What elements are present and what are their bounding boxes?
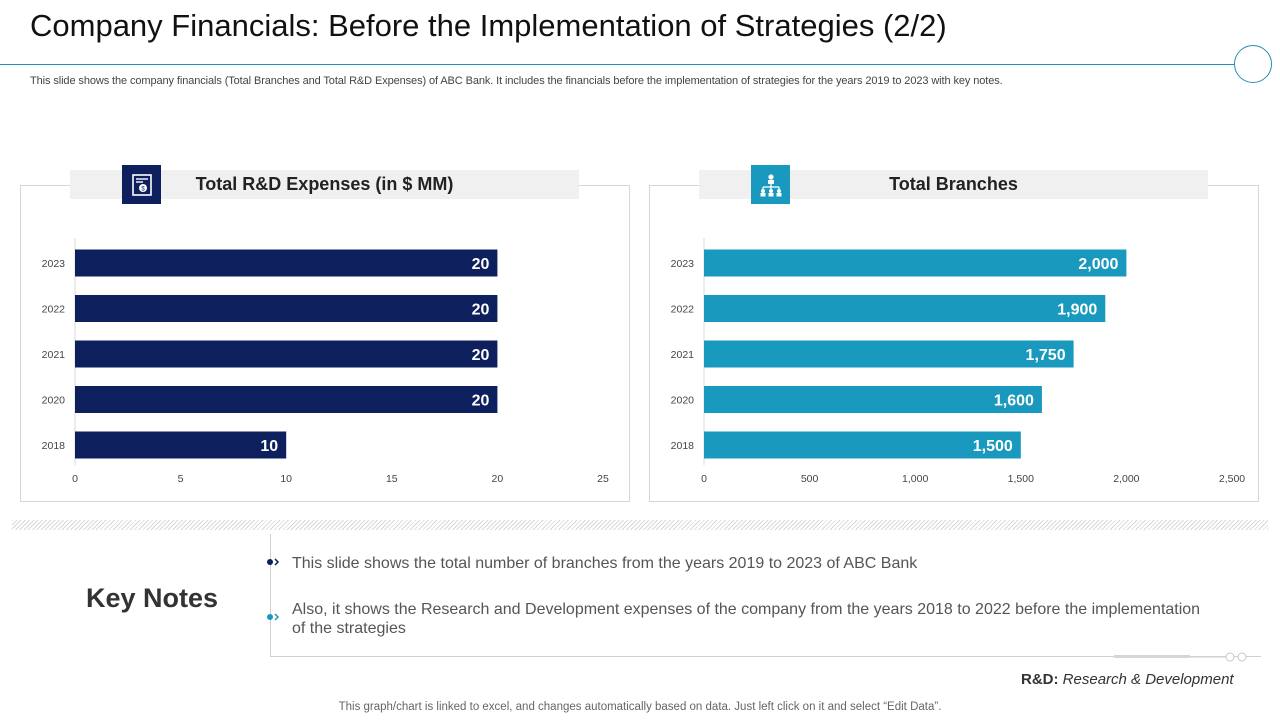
- x-tick-label: 2,000: [1113, 473, 1139, 485]
- bar-value-label: 20: [472, 302, 490, 319]
- category-tick-label: 2020: [671, 395, 695, 407]
- bar[interactable]: [704, 431, 1021, 459]
- bar-value-label: 1,600: [994, 393, 1034, 410]
- bar[interactable]: [704, 249, 1127, 277]
- x-tick-label: 1,500: [1008, 473, 1034, 485]
- bar[interactable]: [75, 431, 287, 459]
- x-tick-label: 20: [492, 473, 504, 485]
- x-tick-label: 500: [801, 473, 819, 485]
- abbreviation-definition: R&D: Research & Development: [1021, 671, 1234, 688]
- bar-value-label: 20: [472, 256, 490, 273]
- bar[interactable]: [75, 340, 498, 368]
- category-tick-label: 2023: [671, 258, 695, 270]
- category-tick-label: 2021: [42, 349, 66, 361]
- title-underline: [0, 64, 1238, 65]
- category-tick-label: 2020: [42, 395, 66, 407]
- category-tick-label: 2018: [671, 440, 695, 452]
- bar[interactable]: [704, 386, 1042, 413]
- bar-value-label: 20: [472, 393, 490, 410]
- org-chart-icon: [751, 165, 790, 204]
- key-notes-title: Key Notes: [86, 583, 219, 613]
- branches-panel: 2,000 2023 1,900 2022 1,750 2021 1,600 2020 1,50…: [649, 185, 1259, 502]
- page-title: Company Financials: Before the Implement…: [30, 8, 947, 43]
- bar[interactable]: [75, 386, 498, 413]
- abbreviation-key: R&D:: [1021, 671, 1059, 688]
- bullet-arrow-icon: [267, 558, 280, 566]
- title-circle-decoration: [1234, 45, 1272, 83]
- page-subtitle: This slide shows the company financials …: [30, 75, 1003, 87]
- money-document-icon: $: [122, 165, 161, 204]
- x-tick-label: 5: [178, 473, 184, 485]
- bar-value-label: 20: [472, 347, 490, 364]
- rd-expenses-panel: 20 2023 20 2022 20 2021 20 2020 10 2018 0 5 10 15 20 25: [20, 185, 630, 502]
- x-tick-label: 10: [280, 473, 292, 485]
- category-tick-label: 2023: [42, 258, 66, 270]
- x-tick-label: 15: [386, 473, 398, 485]
- abbreviation-value: Research & Development: [1062, 671, 1234, 688]
- key-notes-box: [270, 534, 1261, 657]
- footer-note: This graph/chart is linked to excel, and…: [338, 701, 942, 713]
- rd-expenses-chart-title: Total R&D Expenses (in $ MM): [195, 174, 454, 194]
- branches-chart-title: Total Branches: [889, 174, 1018, 194]
- decorative-dots: [1190, 652, 1247, 662]
- bar[interactable]: [75, 249, 498, 277]
- svg-text:$: $: [141, 186, 145, 192]
- x-tick-label: 1,000: [902, 473, 928, 485]
- bullet-arrow-icon: [267, 613, 280, 621]
- bar-value-label: 1,900: [1057, 302, 1097, 319]
- category-tick-label: 2022: [42, 304, 66, 316]
- decorative-bar: [1114, 655, 1190, 658]
- bar-value-label: 10: [260, 438, 278, 455]
- bar-value-label: 1,750: [1026, 347, 1066, 364]
- bar[interactable]: [704, 295, 1106, 322]
- section-divider: [12, 520, 1268, 530]
- bar[interactable]: [704, 340, 1074, 368]
- bar-value-label: 1,500: [973, 438, 1013, 455]
- category-tick-label: 2022: [671, 304, 695, 316]
- key-note-item: This slide shows the total number of bra…: [292, 555, 918, 572]
- x-tick-label: 0: [701, 473, 707, 485]
- branches-chart[interactable]: 2,000 2023 1,900 2022 1,750 2021 1,600 2020 1,50…: [650, 186, 1258, 501]
- category-tick-label: 2018: [42, 440, 66, 452]
- category-tick-label: 2021: [671, 349, 695, 361]
- bar[interactable]: [75, 295, 498, 322]
- x-tick-label: 2,500: [1219, 473, 1245, 485]
- bar-value-label: 2,000: [1078, 256, 1118, 273]
- x-tick-label: 0: [72, 473, 78, 485]
- key-note-item: Also, it shows the Research and Developm…: [292, 601, 1201, 637]
- x-tick-label: 25: [597, 473, 609, 485]
